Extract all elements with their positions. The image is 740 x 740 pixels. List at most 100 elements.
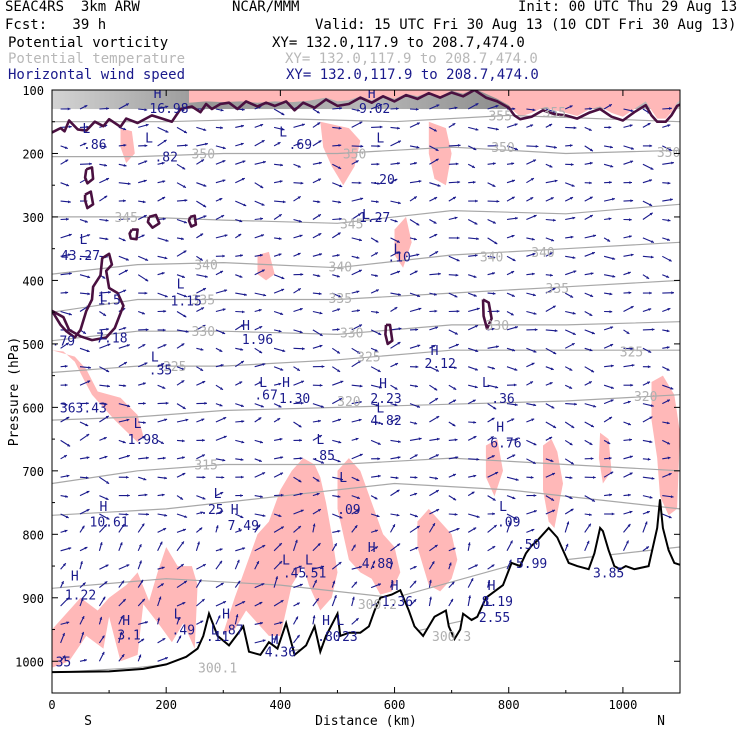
wind-vector-head <box>550 197 554 200</box>
wind-vector-head <box>515 438 518 442</box>
theta-label: 325 <box>163 360 186 375</box>
wind-vector-head <box>553 218 556 222</box>
forecast-hour: Fcst: 39 h <box>5 17 107 33</box>
wind-vector-head <box>123 327 127 330</box>
wind-vector-head <box>414 476 418 479</box>
wind-vector-head <box>360 144 364 148</box>
wind-vector-head <box>475 325 478 328</box>
wind-vector-head <box>85 423 89 427</box>
wind-vector-head <box>121 654 125 658</box>
wind-vector-head <box>202 325 206 328</box>
wind-vector-head <box>202 496 206 500</box>
wind-vector-head <box>183 580 187 584</box>
wind-vector-head <box>413 196 417 200</box>
wind-vector-head <box>492 255 496 259</box>
extremum-label: H <box>271 633 279 648</box>
wind-vector-head <box>165 130 169 133</box>
terrain-mask <box>52 499 680 693</box>
wind-vector-head <box>550 273 553 277</box>
wind-vector-head <box>336 254 340 257</box>
wind-vector-head <box>593 234 596 238</box>
wind-vector-head <box>355 618 359 621</box>
wind-vector-head <box>378 332 382 335</box>
wind-vector-head <box>205 142 208 146</box>
wind-vector-head <box>452 547 456 551</box>
wind-vector-head <box>417 294 421 298</box>
wind-vector-head <box>552 110 556 113</box>
wind-vector-head <box>374 546 378 550</box>
wind-vector-head <box>281 112 285 115</box>
wind-vector-head <box>106 369 110 372</box>
wind-vector-head <box>162 180 166 183</box>
wind-vector-head <box>495 385 499 389</box>
wind-vector-head <box>491 366 495 370</box>
wind-vector-head <box>589 348 593 352</box>
wind-vector-head <box>392 524 395 528</box>
extremum-label: L <box>282 554 290 569</box>
wind-vector-head <box>496 199 500 203</box>
wind-vector-head <box>223 601 226 604</box>
wind-vector-head <box>298 219 302 223</box>
wind-vector-head <box>260 217 263 221</box>
extremum-label: L <box>99 328 107 343</box>
pv-contour <box>83 166 95 185</box>
wind-vector-head <box>102 596 106 600</box>
wind-vector-head <box>201 599 205 602</box>
wind-vector-head <box>69 125 72 129</box>
extremum-label: .09 <box>337 503 360 518</box>
wind-vector-head <box>554 329 558 333</box>
wind-vector-head <box>297 288 301 291</box>
wind-vector-head <box>530 178 534 181</box>
wind-vector-head <box>396 107 399 111</box>
x-axis-title: Distance (km) <box>315 714 417 729</box>
wind-vector-head <box>508 559 512 563</box>
wind-vector-head <box>126 564 130 567</box>
wind-vector-head <box>162 328 166 332</box>
wind-vector-head <box>435 490 439 493</box>
wind-vector-head <box>493 406 497 410</box>
wind-vector-head <box>476 457 480 461</box>
extremum-label: 9.02 <box>359 102 390 117</box>
wind-vector-head <box>413 566 417 569</box>
wind-vector-head <box>338 166 342 169</box>
wind-vector-head <box>197 541 200 545</box>
wind-vector-head <box>415 384 418 388</box>
theta-label: 330 <box>486 319 509 334</box>
wind-vector-head <box>492 546 496 549</box>
wind-vector-head <box>589 107 593 111</box>
wind-vector-head <box>260 495 263 498</box>
wind-vector-head <box>629 218 632 222</box>
theta-label: 335 <box>329 292 352 307</box>
wind-vector-head <box>574 402 577 406</box>
wind-vector-head <box>81 525 85 529</box>
extremum-label: L <box>376 132 384 147</box>
extremum-label: L <box>151 351 159 366</box>
wind-vector-head <box>629 438 632 442</box>
wind-vector-head <box>140 579 144 583</box>
wind-vector-head <box>338 294 342 298</box>
wind-vector-head <box>668 148 672 151</box>
extremum-label: 7.18 <box>96 332 127 347</box>
wind-vector-head <box>572 216 576 220</box>
wind-vector-head <box>475 199 478 203</box>
wind-vector-head <box>202 381 206 384</box>
wind-vector-head <box>492 497 496 501</box>
wind-vector-head <box>220 492 224 495</box>
wind-vector-head <box>164 294 168 298</box>
wind-vector-head <box>454 331 458 335</box>
extremum-label: 2.55 <box>479 611 510 626</box>
wind-vector-head <box>319 253 322 256</box>
wind-vector-head <box>377 442 381 445</box>
wind-vector-head <box>242 160 246 164</box>
wind-vector-head <box>240 324 244 328</box>
wind-vector-head <box>340 380 344 384</box>
wind-vector-head <box>512 258 516 261</box>
wind-vector-head <box>338 440 342 444</box>
wind-vector-head <box>593 404 597 408</box>
wind-vector-head <box>143 477 147 481</box>
wind-vector-head <box>473 294 477 297</box>
wind-vector-head <box>318 140 322 144</box>
wind-vector-head <box>66 183 69 187</box>
wind-vector-head <box>219 403 223 407</box>
extremum-label: L <box>485 595 493 610</box>
